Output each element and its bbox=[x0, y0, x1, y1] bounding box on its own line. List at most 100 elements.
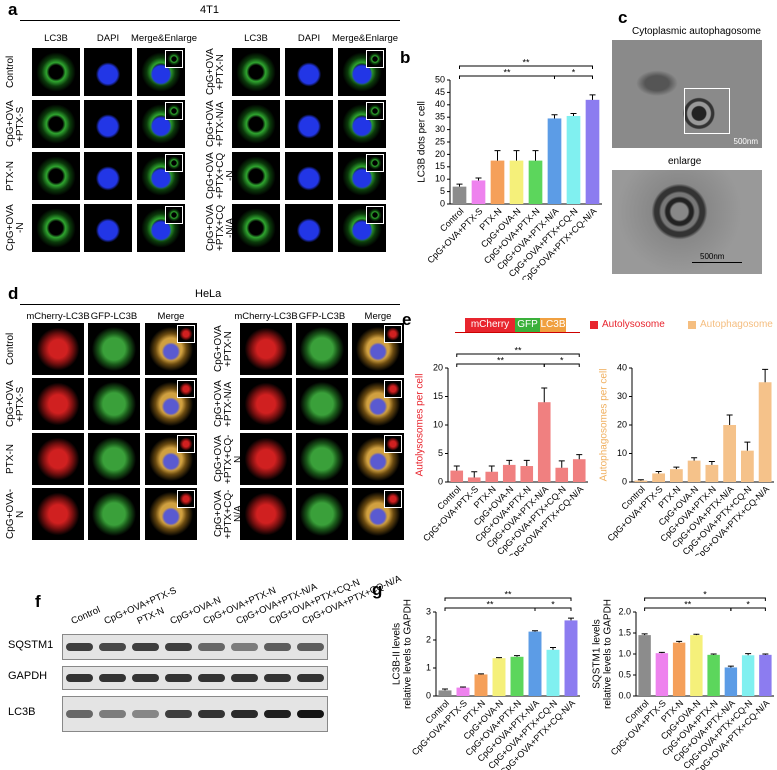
y-tick-label: 15 bbox=[433, 391, 443, 401]
bar bbox=[547, 118, 562, 204]
row-label: PTX-N bbox=[5, 444, 16, 474]
blot-band bbox=[165, 674, 192, 682]
construct-part: GFP bbox=[515, 318, 540, 332]
y-tick-label: 0 bbox=[622, 476, 627, 486]
row-label: CpG+OVA+PTX+CQ-N/A bbox=[205, 204, 236, 252]
blot-band bbox=[99, 710, 126, 718]
bar bbox=[758, 382, 772, 482]
enlarge-box bbox=[384, 435, 402, 453]
y-tick-label: 1.5 bbox=[618, 627, 631, 637]
micrograph bbox=[338, 48, 386, 96]
bar bbox=[452, 186, 467, 204]
column-label: Merge bbox=[364, 311, 392, 322]
blot-band bbox=[264, 643, 291, 651]
micrograph bbox=[338, 100, 386, 148]
significance-bracket bbox=[554, 75, 593, 79]
error-bar bbox=[488, 465, 495, 472]
micrograph bbox=[338, 152, 386, 200]
blot-band bbox=[99, 643, 126, 651]
micrograph bbox=[32, 488, 84, 540]
error-bar bbox=[576, 454, 583, 460]
error-bar bbox=[762, 653, 769, 655]
error-bar bbox=[453, 465, 460, 471]
blot-band bbox=[132, 674, 159, 682]
panel-letter: f bbox=[35, 592, 41, 611]
row-label: Control bbox=[5, 332, 16, 366]
panel-title: HeLa bbox=[195, 288, 222, 300]
legend-label: Autophagosome bbox=[700, 319, 773, 330]
micrograph bbox=[32, 204, 80, 252]
bar bbox=[690, 635, 703, 696]
y-tick-label: 50 bbox=[435, 74, 445, 84]
blot-band bbox=[297, 710, 324, 718]
blot-band bbox=[264, 674, 291, 682]
micrograph bbox=[32, 323, 84, 375]
band-label: GAPDH bbox=[8, 670, 48, 682]
blot-band bbox=[231, 643, 258, 651]
micrograph bbox=[32, 378, 84, 430]
row-label: CpG+OVA+PTX-S bbox=[5, 100, 26, 148]
bar bbox=[707, 654, 720, 696]
error-bar bbox=[745, 653, 752, 656]
panel-letter: c bbox=[618, 8, 628, 27]
micrograph bbox=[296, 378, 348, 430]
bar bbox=[467, 477, 481, 482]
enlarge-box bbox=[366, 102, 384, 120]
bar bbox=[474, 674, 488, 696]
error-bar bbox=[570, 112, 577, 116]
error-bar bbox=[475, 177, 482, 181]
micrograph bbox=[32, 433, 84, 485]
bar bbox=[510, 656, 524, 696]
row-label: CpG+OVA+PTX-N bbox=[205, 48, 226, 96]
bar bbox=[537, 402, 551, 482]
column-label: Merge bbox=[157, 311, 185, 322]
enlarge-box bbox=[165, 50, 183, 68]
significance-bracket bbox=[534, 607, 572, 611]
error-bar bbox=[641, 633, 648, 636]
bar bbox=[485, 471, 499, 482]
y-tick-label: 40 bbox=[617, 362, 627, 372]
blot-strip bbox=[62, 666, 328, 690]
error-bar bbox=[471, 471, 478, 478]
bar bbox=[492, 658, 506, 696]
error-bar bbox=[558, 460, 565, 468]
y-tick-label: 3 bbox=[426, 606, 431, 616]
bar bbox=[652, 473, 666, 482]
significance-label: ** bbox=[522, 57, 530, 67]
chart: 0 1 2 3 LC3B-II levels relative levels to GAP… bbox=[392, 589, 580, 770]
error-bar bbox=[541, 387, 548, 403]
significance-label: ** bbox=[684, 599, 692, 609]
y-axis-label: SQSTM1 levels bbox=[592, 619, 603, 688]
blot-band bbox=[198, 643, 225, 651]
y-axis-label: relative levels to GAPDH bbox=[403, 599, 414, 709]
error-bar bbox=[456, 183, 463, 187]
bar bbox=[471, 180, 486, 204]
band-label: SQSTM1 bbox=[8, 639, 54, 651]
blot-band bbox=[132, 643, 159, 651]
y-tick-label: 10 bbox=[435, 174, 445, 184]
column-label: mCherry-LC3B bbox=[26, 311, 90, 322]
error-bar bbox=[442, 688, 448, 691]
y-tick-label: 10 bbox=[433, 419, 443, 429]
panel-title: 4T1 bbox=[200, 4, 219, 16]
blot-band bbox=[165, 643, 192, 651]
error-bar bbox=[532, 150, 539, 161]
micrograph bbox=[232, 48, 280, 96]
enlarge-box bbox=[165, 102, 183, 120]
significance-bracket bbox=[444, 597, 572, 601]
y-axis-label: LC3B-II levels bbox=[392, 623, 403, 685]
enlarge-box bbox=[177, 435, 195, 453]
column-label: Merge&Enlarge bbox=[332, 33, 399, 44]
significance-bracket bbox=[644, 597, 766, 601]
error-bar bbox=[506, 459, 513, 465]
enlarge-box bbox=[366, 50, 384, 68]
column-label: LC3B bbox=[44, 33, 68, 44]
y-tick-label: 25 bbox=[435, 136, 445, 146]
error-bar bbox=[693, 633, 700, 636]
row-label: PTX-N bbox=[5, 161, 16, 191]
y-tick-label: 20 bbox=[433, 362, 443, 372]
blot-strip bbox=[62, 634, 328, 660]
bar bbox=[450, 470, 464, 482]
significance-label: * bbox=[572, 67, 576, 77]
